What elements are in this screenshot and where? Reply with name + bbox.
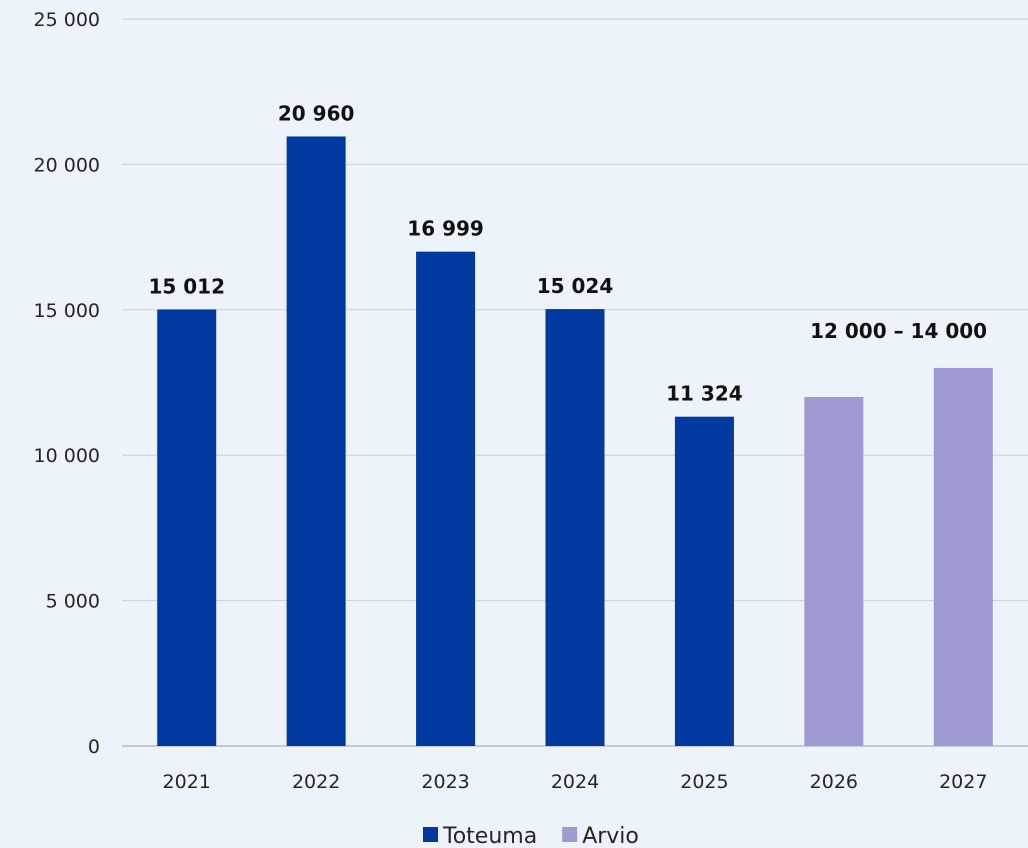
- data-label: 15 024: [537, 274, 614, 298]
- bar-2024: [545, 309, 605, 746]
- data-labels: 15 012 20 960 16 999 15 024 11 324 12 000 – 1…: [148, 101, 987, 405]
- data-label: 15 012: [148, 274, 225, 298]
- legend-label: Toteuma: [442, 824, 537, 848]
- y-tick-label: 25 000: [34, 9, 100, 31]
- legend-label: Arvio: [582, 824, 639, 848]
- y-tick-label: 5 000: [46, 591, 100, 613]
- data-label: 12 000 – 14 000: [810, 319, 987, 343]
- bar-2021: [157, 309, 217, 746]
- x-tick-label: 2025: [680, 771, 728, 793]
- legend: Toteuma Arvio: [423, 824, 639, 848]
- y-axis-ticks: 0 5 000 10 000 15 000 20 000 25 000: [34, 9, 100, 758]
- y-tick-label: 10 000: [34, 445, 100, 467]
- legend-swatch: [562, 827, 578, 842]
- bars: [157, 136, 993, 747]
- data-label: 16 999: [407, 217, 484, 241]
- x-tick-label: 2022: [292, 771, 340, 793]
- bar-2027: [933, 367, 993, 746]
- bar-2023: [416, 251, 476, 747]
- bar-2025: [674, 416, 734, 746]
- y-tick-label: 0: [88, 736, 100, 758]
- bar-2026: [804, 397, 864, 746]
- y-tick-label: 20 000: [34, 154, 100, 176]
- x-tick-label: 2023: [421, 771, 469, 793]
- data-label: 11 324: [666, 382, 743, 406]
- y-tick-label: 15 000: [34, 300, 100, 322]
- x-tick-label: 2021: [163, 771, 211, 793]
- bar-2022: [286, 136, 346, 746]
- x-tick-label: 2026: [810, 771, 858, 793]
- x-tick-label: 2024: [551, 771, 599, 793]
- x-tick-label: 2027: [939, 771, 987, 793]
- data-label: 20 960: [278, 101, 355, 125]
- x-axis-ticks: 2021 2022 2023 2024 2025 2026 2027: [163, 771, 988, 793]
- legend-swatch: [423, 827, 438, 842]
